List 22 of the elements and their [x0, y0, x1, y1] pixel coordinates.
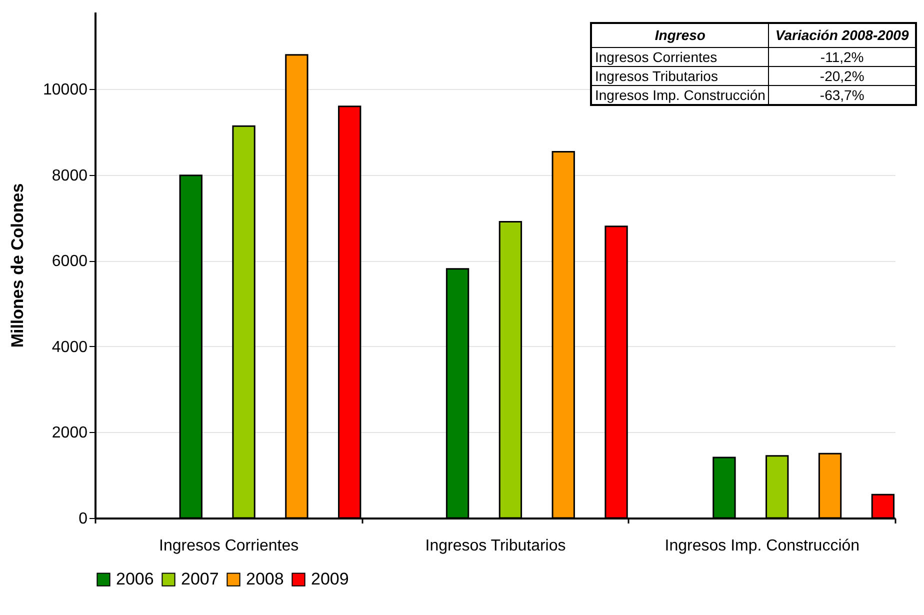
annotation: Ingresos Corrientes — [591, 48, 769, 66]
annotation: Variación 2008-2009 — [768, 23, 916, 48]
annotation: Ingreso — [591, 23, 769, 48]
y-tick-label: 2000 — [52, 424, 88, 442]
annotation: Ingresos Tributarios — [591, 66, 769, 86]
x-tick-label: Ingresos Corrientes — [159, 538, 299, 554]
legend-label: 2007 — [181, 570, 219, 589]
x-tick-label: Ingresos Imp. Construcción — [664, 538, 860, 554]
y-tick-label: 0 — [78, 510, 88, 528]
y-axis-title: Millones de Colones — [8, 183, 28, 348]
legend-label: 2006 — [116, 570, 154, 589]
legend-label: 2009 — [311, 570, 349, 589]
x-tick-label: Ingresos Tributarios — [425, 538, 566, 554]
y-tick-label: 4000 — [52, 338, 88, 356]
y-tick-label: 8000 — [52, 167, 88, 184]
y-tick-label: 6000 — [52, 253, 88, 270]
annotation: -63,7% — [768, 86, 916, 105]
annotation: -20,2% — [768, 66, 916, 86]
y-tick-label: 10000 — [43, 82, 88, 99]
annotation: Ingresos Imp. Construcción — [591, 86, 769, 105]
annotation: -11,2% — [768, 48, 916, 66]
legend-label: 2008 — [246, 570, 284, 589]
